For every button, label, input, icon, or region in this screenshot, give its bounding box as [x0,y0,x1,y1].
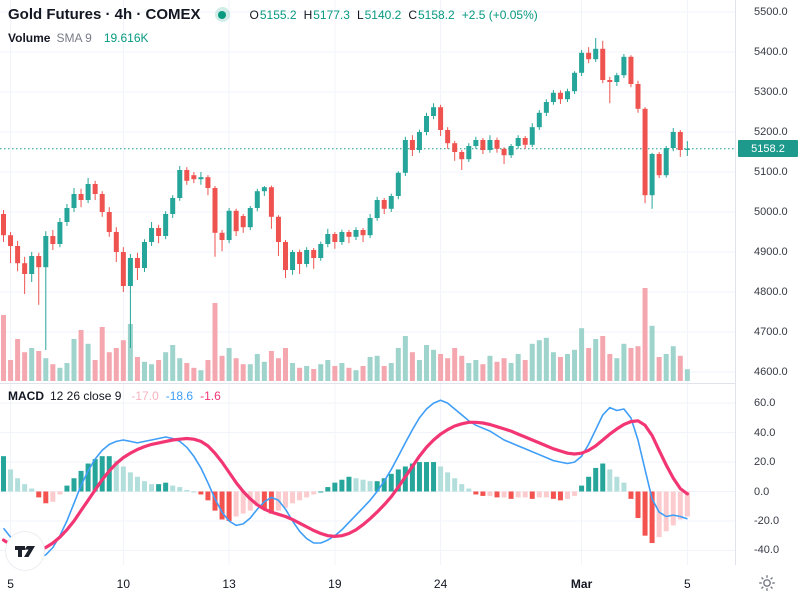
price-axis-label: 5300.0 [754,86,788,98]
volume-layer [1,288,690,381]
time-axis-label: 5 [684,577,691,591]
tradingview-logo[interactable] [6,532,44,570]
close-label: C [408,7,417,22]
time-axis-label: Mar [570,577,593,591]
macd-line-value: -18.6 [165,389,194,403]
time-axis[interactable]: 5 10 13 19 24 Mar 5 [0,565,800,600]
macd-axis-label: -20.0 [754,514,780,527]
market-status-dot [218,10,227,19]
time-axis-label: 10 [116,577,131,591]
close-value: 5158.2 [418,7,455,22]
market-status-icon[interactable] [214,7,230,22]
ohlc-readout: O 5155.2 H 5177.3 L 5140.2 C 5158.2 +2.5 (+0… [250,8,538,22]
settings-gear-icon[interactable] [757,573,777,593]
symbol-title[interactable]: Gold Futures · 4h · COMEX [8,6,201,23]
open-value: 5155.2 [259,7,297,22]
symbol-legend[interactable]: Gold Futures · 4h · COMEX O 5155.2 H 5177.… [8,6,538,23]
price-axis-label: 5000.0 [754,206,788,218]
price-axis-label: 5500.0 [754,6,788,18]
high-label: H [303,7,313,22]
time-axis-label: 24 [433,577,448,591]
price-axis-label: 4700.0 [754,326,788,338]
volume-legend[interactable]: Volume SMA 9 19.616K [8,31,149,45]
price-axis-label: 5400.0 [754,46,788,58]
macd-axis-label: 40.0 [754,426,776,439]
macd-params: 12 26 close 9 [50,389,122,403]
macd-histogram [1,456,690,544]
price-axis-label: 5200.0 [754,126,788,138]
change-value: +2.5 (+0.05%) [461,7,538,22]
volume-label[interactable]: Volume [8,31,51,45]
low-value: 5140.2 [364,7,402,22]
macd-signal-line [1,419,690,553]
time-axis-label: 13 [222,577,236,591]
price-axis[interactable]: 5158.2 5500.0 5400.0 5300.0 5200.0 5100.0 500… [736,0,800,565]
macd-axis-label: 20.0 [754,456,776,469]
macd-signal-value: -1.6 [200,389,221,403]
volume-value: 19.616K [103,31,149,45]
macd-label[interactable]: MACD [8,389,44,403]
price-axis-label: 4600.0 [754,366,788,378]
high-value: 5177.3 [313,7,350,22]
macd-values: -17.0 -18.6 -1.6 [131,389,220,403]
time-axis-label: 5 [7,577,14,591]
open-label: O [249,7,259,22]
tradingview-logo-glyph [15,546,35,557]
time-axis-label: 19 [328,577,342,591]
macd-hist-value: -17.0 [131,389,159,403]
macd-axis-label: -40.0 [754,544,780,557]
volume-sma-label: SMA 9 [56,31,92,45]
price-axis-label: 5100.0 [754,166,788,178]
macd-axis-label: 0.0 [754,485,770,498]
low-label: L [356,7,364,22]
macd-legend[interactable]: MACD 12 26 close 9 -17.0 -18.6 -1.6 [8,389,221,403]
price-axis-label: 4900.0 [754,246,788,258]
candles-layer [1,38,690,350]
macd-axis-label: 60.0 [754,397,776,410]
price-axis-label: 4800.0 [754,286,788,298]
last-price-tag: 5158.2 [738,140,798,158]
macd-line [2,399,688,559]
